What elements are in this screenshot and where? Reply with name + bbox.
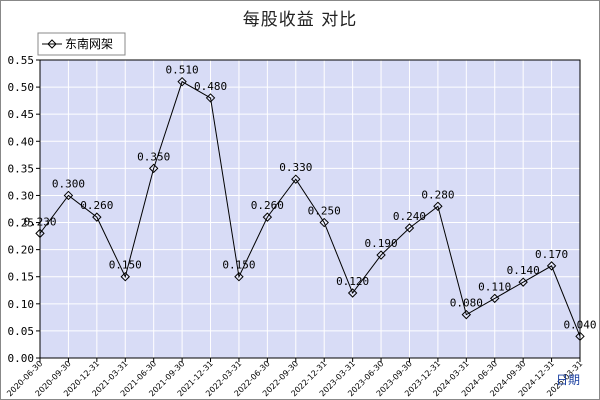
y-tick-label: 0.55 bbox=[8, 54, 35, 67]
data-point bbox=[347, 288, 358, 298]
data-label: 0.120 bbox=[336, 275, 369, 288]
data-label: 0.510 bbox=[166, 64, 199, 77]
data-point bbox=[92, 212, 102, 222]
y-axis-ticks: 0.00 0.05 0.10 0.15 0.20 0.25 0.30 0.35 0.40 0.45… bbox=[8, 54, 40, 365]
legend-box bbox=[37, 32, 126, 56]
data-label: 0.480 bbox=[194, 80, 227, 93]
y-tick-label: 0.45 bbox=[8, 108, 35, 121]
y-tick-label: 0.15 bbox=[8, 271, 35, 284]
legend-marker-icon bbox=[47, 39, 57, 49]
x-axis-label: 日期 bbox=[556, 373, 580, 387]
data-label: 0.080 bbox=[450, 297, 483, 310]
data-point bbox=[461, 309, 472, 320]
data-point bbox=[120, 272, 130, 282]
data-point bbox=[205, 93, 216, 103]
series-group: 0.230 0.300 0.260 0.150 0.350 0.510 0.480 0.150… bbox=[23, 64, 597, 342]
data-label: 0.170 bbox=[535, 248, 568, 261]
data-point bbox=[63, 190, 74, 201]
data-label: 0.330 bbox=[279, 161, 312, 174]
data-point bbox=[404, 223, 415, 233]
data-label: 0.150 bbox=[222, 259, 255, 272]
y-tick-label: 0.05 bbox=[8, 325, 35, 338]
data-label: 0.300 bbox=[52, 177, 85, 190]
data-point bbox=[177, 76, 187, 87]
data-point bbox=[35, 228, 45, 239]
data-point bbox=[319, 217, 329, 228]
series-line bbox=[39, 80, 581, 337]
data-label: 0.280 bbox=[421, 188, 454, 201]
data-label: 0.140 bbox=[507, 264, 540, 277]
data-label: 0.190 bbox=[364, 237, 397, 250]
y-tick-label: 0.30 bbox=[8, 189, 35, 202]
data-label: 0.250 bbox=[308, 205, 341, 218]
legend-label: 东南网架 bbox=[65, 36, 113, 51]
axes bbox=[39, 59, 581, 359]
plot-area bbox=[40, 60, 580, 358]
data-label: 0.150 bbox=[109, 259, 142, 272]
data-label: 0.230 bbox=[23, 215, 56, 228]
y-tick-label: 0.20 bbox=[8, 244, 35, 257]
y-tick-label: 0.50 bbox=[8, 81, 35, 94]
data-point bbox=[546, 261, 557, 271]
data-point bbox=[148, 163, 159, 174]
data-label: 0.260 bbox=[251, 199, 284, 212]
data-point bbox=[433, 201, 443, 211]
y-tick-label: 0.35 bbox=[8, 162, 35, 175]
chart-title: 每股收益 对比 bbox=[242, 10, 358, 30]
data-point bbox=[518, 277, 528, 287]
y-tick-label: 0.25 bbox=[8, 217, 35, 230]
data-label: 0.110 bbox=[478, 280, 511, 293]
data-label: 0.240 bbox=[393, 210, 426, 223]
y-tick-label: 0.00 bbox=[8, 352, 35, 365]
data-label: 0.040 bbox=[563, 318, 596, 331]
data-point bbox=[234, 272, 244, 282]
x-axis-ticks: 2020-06-302020-09-302020-12-312021-03-31… bbox=[5, 358, 584, 398]
data-point bbox=[262, 212, 273, 222]
y-tick-label: 0.40 bbox=[8, 135, 35, 148]
data-label: 0.350 bbox=[137, 150, 170, 163]
data-label: 0.260 bbox=[80, 199, 113, 212]
data-point bbox=[490, 293, 500, 304]
data-point bbox=[291, 174, 301, 184]
data-point bbox=[376, 250, 386, 260]
grid-lines bbox=[40, 60, 580, 358]
legend: 东南网架 bbox=[37, 32, 126, 56]
data-point bbox=[575, 331, 585, 342]
y-tick-label: 0.10 bbox=[8, 298, 35, 311]
plot-border bbox=[39, 59, 581, 359]
